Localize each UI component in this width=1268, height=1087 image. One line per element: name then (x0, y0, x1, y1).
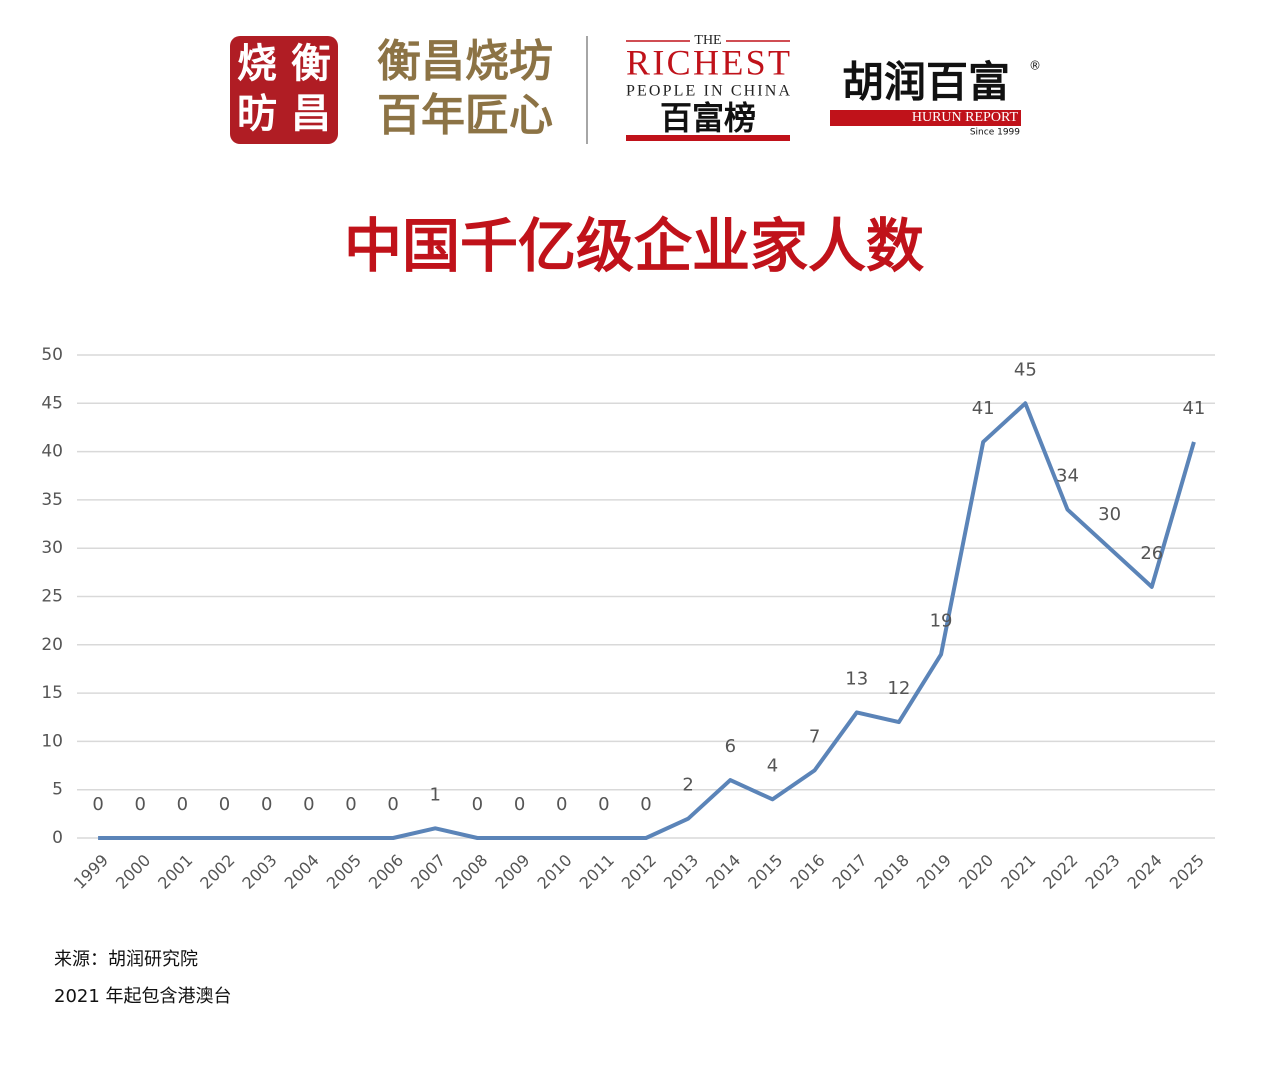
data-label: 12 (887, 678, 910, 699)
y-tick-label: 5 (52, 780, 63, 800)
x-tick-label: 2024 (1124, 851, 1166, 893)
seal-char: 昌 (291, 91, 331, 137)
seal-char: 衡 (291, 41, 331, 87)
x-tick-label: 2012 (618, 851, 660, 893)
data-label: 0 (219, 794, 230, 815)
x-tick-label: 2023 (1081, 851, 1123, 893)
seal-char: 烧 (237, 41, 277, 87)
data-label: 0 (177, 794, 188, 815)
y-tick-label: 35 (41, 490, 63, 510)
x-tick-label: 2000 (112, 851, 154, 893)
y-tick-label: 30 (41, 538, 63, 558)
data-label: 30 (1098, 504, 1121, 525)
x-tick-label: 2016 (786, 851, 828, 893)
x-tick-label: 2022 (1039, 851, 1081, 893)
hurun-en: HURUN REPORT (912, 110, 1019, 125)
data-label: 0 (556, 794, 567, 815)
hurun-mark: ® (1029, 59, 1041, 73)
y-tick-label: 15 (41, 683, 63, 703)
data-label: 2 (682, 775, 693, 796)
data-label: 0 (134, 794, 145, 815)
y-tick-label: 45 (41, 393, 63, 413)
x-tick-label: 2007 (407, 851, 449, 893)
data-label: 0 (387, 794, 398, 815)
data-label: 0 (303, 794, 314, 815)
chart-title: 中国千亿级企业家人数 (344, 212, 924, 280)
richest-main: RICHEST (626, 42, 790, 82)
richest-cn: 百富榜 (660, 99, 756, 137)
x-tick-label: 2014 (702, 851, 744, 893)
seal-bg (230, 36, 338, 144)
data-label: 0 (472, 794, 483, 815)
x-tick-label: 2025 (1166, 851, 1208, 893)
data-label: 34 (1056, 466, 1079, 487)
x-tick-label: 2006 (365, 851, 407, 893)
data-label: 0 (92, 794, 103, 815)
x-tick-label: 2020 (955, 851, 997, 893)
y-tick-label: 50 (41, 345, 63, 365)
richest-sub: PEOPLE IN CHINA (626, 83, 790, 100)
y-tick-label: 10 (41, 731, 63, 751)
x-tick-label: 2018 (871, 851, 913, 893)
data-label: 6 (725, 736, 736, 757)
seal-char: 昉 (237, 91, 277, 137)
hurun-bar (830, 110, 1021, 126)
data-label: 19 (930, 610, 953, 631)
logo-seal: 烧 衡 昉 昌 (230, 36, 338, 144)
data-label: 7 (809, 726, 820, 747)
data-line (98, 401, 1196, 840)
x-tick-label: 2021 (997, 851, 1039, 893)
x-tick-label: 2008 (449, 851, 491, 893)
x-tick-label: 2015 (744, 851, 786, 893)
logo-richest: THE RICHEST PEOPLE IN CHINA 百富榜 (626, 33, 790, 141)
brand-text: 百年匠心 (377, 90, 553, 141)
x-tick-label: 2005 (323, 851, 365, 893)
data-label: 13 (845, 668, 868, 689)
footer-source: 来源：胡润研究院 (54, 949, 198, 970)
data-label: 0 (261, 794, 272, 815)
rule-bar (626, 135, 790, 141)
hurun-since: Since 1999 (970, 128, 1020, 138)
y-tick-label: 25 (41, 587, 63, 607)
x-tick-label: 2002 (196, 851, 238, 893)
y-tick-label: 20 (41, 635, 63, 655)
brand-text: 衡昌烧坊 (377, 36, 553, 87)
data-label: 4 (767, 755, 778, 776)
x-tick-label: 2010 (533, 851, 575, 893)
x-tick-label: 2003 (238, 851, 280, 893)
logo-hurun: 胡润百富 ® HURUN REPORT Since 1999 (830, 58, 1041, 138)
x-tick-label: 2011 (576, 851, 618, 893)
x-tick-label: 2009 (491, 851, 533, 893)
data-label: 0 (514, 794, 525, 815)
x-tick-label: 2017 (829, 851, 871, 893)
data-label: 1 (430, 784, 441, 805)
data-label: 0 (598, 794, 609, 815)
x-tick-label: 2004 (281, 851, 323, 893)
footer-note: 2021 年起包含港澳台 (54, 986, 232, 1007)
data-label: 41 (1182, 398, 1205, 419)
data-label: 0 (640, 794, 651, 815)
x-tick-label: 2019 (913, 851, 955, 893)
data-label: 0 (345, 794, 356, 815)
hurun-cn: 胡润百富 (842, 58, 1010, 107)
y-tick-label: 0 (52, 828, 63, 848)
data-label: 26 (1140, 543, 1163, 564)
y-tick-label: 40 (41, 442, 63, 462)
x-tick-label: 1999 (70, 851, 112, 893)
data-label: 45 (1014, 359, 1037, 380)
x-tick-label: 2001 (154, 851, 196, 893)
x-tick-label: 2013 (660, 851, 702, 893)
data-label: 41 (972, 398, 995, 419)
richest-the: THE (694, 33, 721, 48)
